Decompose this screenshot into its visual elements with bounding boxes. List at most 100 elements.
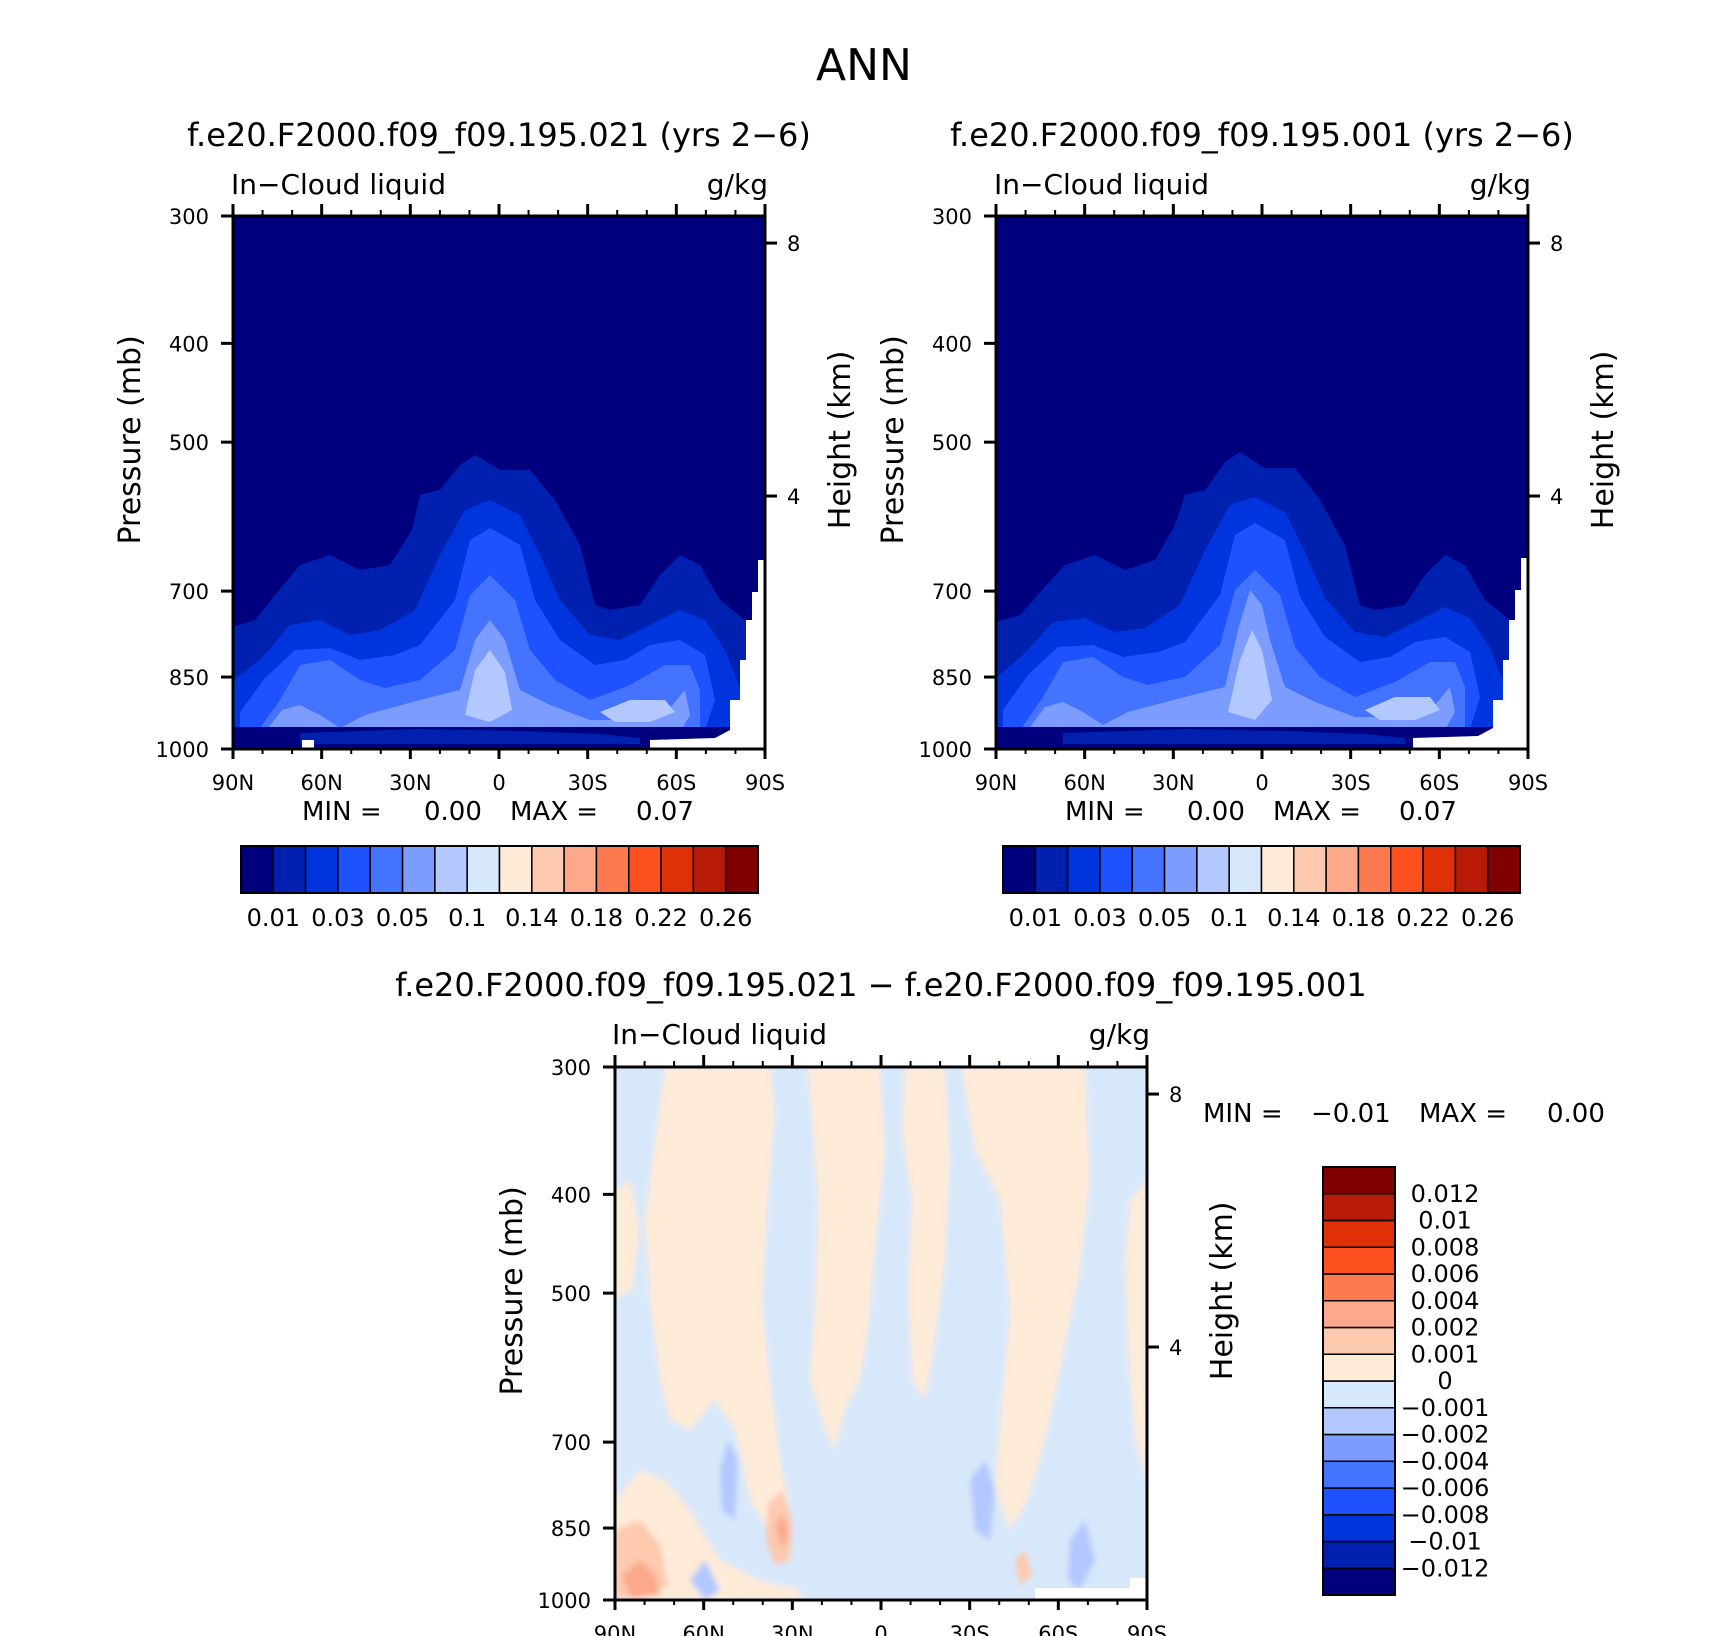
panel-b-surface-band	[1063, 729, 1405, 744]
x-tick-label: 60N	[682, 1622, 724, 1636]
colorbar-box	[466, 845, 501, 894]
colorbar-box	[1322, 1326, 1396, 1355]
y-tick-label: 300	[551, 1056, 591, 1080]
colorbar-label: 0.012	[1411, 1180, 1480, 1208]
panel-a: f.e20.F2000.f09_f09.195.021 (yrs 2−6) In…	[113, 116, 858, 932]
colorbar-label: 0.002	[1411, 1314, 1480, 1342]
y2-axis-label: Height (km)	[823, 351, 858, 530]
colorbar-box	[660, 845, 695, 894]
panel-c-min-label: MIN =	[1203, 1099, 1283, 1129]
colorbar-box	[1131, 845, 1166, 894]
colorbar-box	[1322, 1166, 1396, 1195]
panel-c-right-label: g/kg	[1089, 1018, 1150, 1051]
colorbar-box	[563, 845, 598, 894]
colorbar-box	[1325, 845, 1360, 894]
y-tick-label: 500	[169, 431, 209, 455]
y2-tick-label: 8	[1550, 232, 1563, 256]
panel-c-left-label: In−Cloud liquid	[612, 1018, 827, 1051]
y-tick-label: 300	[169, 205, 209, 229]
colorbar-box	[1322, 1567, 1396, 1596]
x-tick-label: 30N	[771, 1622, 813, 1636]
panel-a-title: f.e20.F2000.f09_f09.195.021 (yrs 2−6)	[187, 116, 811, 154]
colorbar-box	[628, 845, 662, 894]
x-tick-label: 90N	[594, 1622, 636, 1636]
x-tick-label: 90S	[1127, 1622, 1167, 1636]
panel-b-min-label: MIN =	[1065, 797, 1145, 827]
panel-a-colorbar: 0.01 0.03 0.05 0.1 0.14 0.18 0.22 0.26	[240, 845, 759, 932]
panel-c-negative-region-1	[970, 1460, 995, 1540]
colorbar-label: 0.05	[376, 904, 429, 932]
y2-axis-label: Height (km)	[1205, 1202, 1240, 1381]
colorbar-box	[1322, 1460, 1396, 1489]
colorbar-box	[1322, 1353, 1396, 1382]
colorbar-label: 0.18	[1332, 904, 1385, 932]
panel-a-missing-region	[650, 560, 765, 749]
panel-b-min-value: 0.00	[1187, 797, 1245, 827]
panel-c: f.e20.F2000.f09_f09.195.021 − f.e20.F200…	[395, 966, 1605, 1636]
y2-tick-label: 4	[787, 485, 800, 509]
panel-a-min-value: 0.00	[424, 797, 482, 827]
x-tick-label: 60N	[1063, 771, 1105, 795]
colorbar-label: 0.1	[1210, 904, 1248, 932]
colorbar-box	[1034, 845, 1069, 894]
colorbar-box	[498, 845, 533, 894]
y2-tick-label: 4	[1169, 1336, 1182, 1360]
colorbar-label: 0.14	[1267, 904, 1320, 932]
y-axis-label: Pressure (mb)	[113, 335, 148, 544]
y-axis-label: Pressure (mb)	[876, 335, 911, 544]
panel-c-positive-region-1	[645, 1067, 790, 1540]
colorbar-box	[1196, 845, 1230, 894]
panel-a-axes: 90N 60N 30N 0 30S 60S 90S 300 400 500 700 850 1000 8 4…	[113, 204, 858, 795]
panel-c-positive-region-11	[622, 1560, 660, 1598]
colorbar-label: 0.01	[1418, 1207, 1471, 1235]
panel-b: f.e20.F2000.f09_f09.195.001 (yrs 2−6) In…	[876, 116, 1621, 932]
y-tick-label: 850	[932, 666, 972, 690]
colorbar-box	[1002, 845, 1037, 894]
panel-c-max-value: 0.00	[1547, 1099, 1605, 1129]
panel-c-min-value: −0.01	[1311, 1099, 1391, 1129]
colorbar-box	[1293, 845, 1327, 894]
colorbar-box	[1066, 845, 1101, 894]
colorbar-label: 0.26	[1461, 904, 1514, 932]
colorbar-box	[595, 845, 630, 894]
y2-tick-label: 4	[1550, 485, 1563, 509]
colorbar-label: 0.004	[1411, 1287, 1480, 1315]
colorbar-label: −0.012	[1401, 1554, 1490, 1582]
panel-b-plot	[996, 216, 1528, 749]
panel-c-positive-region-4	[962, 1067, 1090, 1530]
panel-b-missing-region	[1413, 558, 1528, 749]
colorbar-box	[1390, 845, 1424, 894]
colorbar-label: 0.03	[1073, 904, 1126, 932]
colorbar-box	[337, 845, 371, 894]
panel-c-negative-region-3	[1068, 1520, 1095, 1590]
y-tick-label: 400	[932, 332, 972, 356]
panel-c-positive-region-7	[615, 1180, 640, 1300]
colorbar-label: 0.001	[1411, 1340, 1480, 1368]
x-tick-label: 0	[874, 1622, 887, 1636]
colorbar-box	[1422, 845, 1457, 894]
y-tick-label: 500	[551, 1282, 591, 1306]
panel-c-negative-region-2	[720, 1440, 738, 1520]
colorbar-box	[1260, 845, 1295, 894]
colorbar-box	[304, 845, 339, 894]
colorbar-label: 0	[1437, 1367, 1452, 1395]
colorbar-label: −0.002	[1401, 1421, 1490, 1449]
colorbar-box	[692, 845, 727, 894]
x-tick-label: 90N	[975, 771, 1017, 795]
panel-c-colorbar: 0.0120.010.0080.0060.0040.0020.0010−0.00…	[1322, 1166, 1490, 1596]
colorbar-label: −0.008	[1401, 1501, 1490, 1529]
panel-c-title: f.e20.F2000.f09_f09.195.021 − f.e20.F200…	[395, 966, 1367, 1004]
colorbar-label: 0.1	[448, 904, 486, 932]
y-tick-label: 850	[169, 666, 209, 690]
panel-c-positive-region-12	[775, 1515, 789, 1548]
panel-b-axes: 90N 60N 30N 0 30S 60S 90S 300 400 500 700 850 1000 8 4…	[876, 204, 1621, 795]
x-tick-label: 90N	[212, 771, 254, 795]
colorbar-label: 0.006	[1411, 1260, 1480, 1288]
x-tick-label: 30S	[1331, 771, 1371, 795]
x-tick-label: 0	[492, 771, 505, 795]
y-tick-label: 1000	[919, 738, 972, 762]
y2-tick-label: 8	[787, 232, 800, 256]
panel-b-max-label: MAX =	[1273, 797, 1361, 827]
colorbar-box	[401, 845, 436, 894]
colorbar-box	[1099, 845, 1133, 894]
